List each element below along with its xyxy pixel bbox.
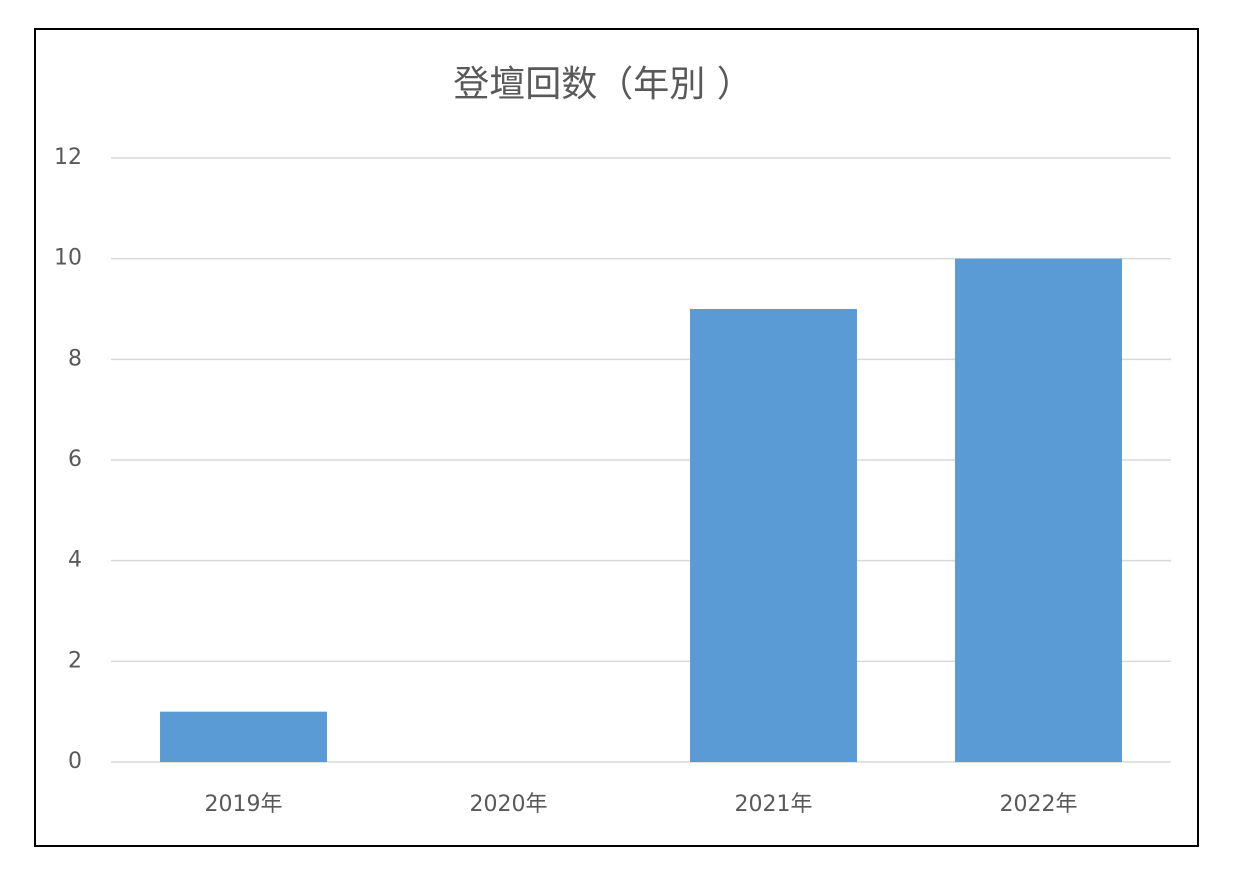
y-tick-label: 12 [54, 145, 82, 170]
chart-title: 登壇回数（年別 ） [453, 64, 752, 105]
y-tick-label: 2 [68, 648, 82, 673]
x-tick-label: 2022年 [1000, 792, 1078, 817]
bar [955, 258, 1122, 762]
x-tick-label: 2021年 [735, 792, 813, 817]
bar [690, 309, 857, 762]
y-tick-label: 4 [68, 548, 82, 573]
y-tick-label: 10 [54, 246, 82, 271]
y-tick-label: 0 [68, 749, 82, 774]
x-tick-label: 2020年 [470, 792, 548, 817]
x-tick-label: 2019年 [205, 792, 283, 817]
y-tick-label: 8 [68, 346, 82, 371]
bar [160, 711, 327, 762]
y-tick-label: 6 [68, 447, 82, 472]
